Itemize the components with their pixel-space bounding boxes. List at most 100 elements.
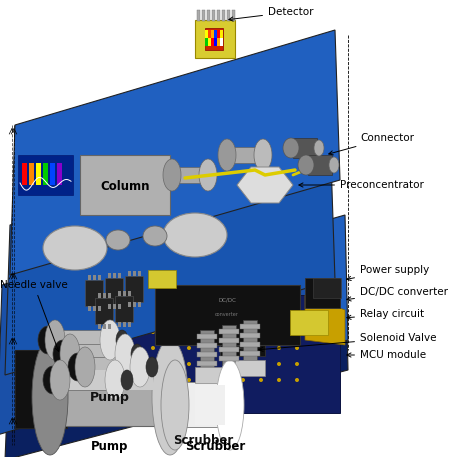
Bar (123, 322, 126, 327)
Ellipse shape (223, 298, 227, 302)
Ellipse shape (100, 320, 120, 360)
Ellipse shape (146, 357, 158, 377)
Text: Pump: Pump (90, 392, 130, 404)
Bar (195, 385, 225, 425)
Ellipse shape (205, 362, 209, 366)
Ellipse shape (105, 360, 125, 400)
Bar (128, 291, 131, 296)
Text: Scrubber: Scrubber (185, 440, 245, 453)
Bar (98, 306, 101, 311)
Bar (219, 356, 239, 361)
Bar (197, 10, 200, 21)
Ellipse shape (151, 362, 155, 366)
Bar (93, 306, 96, 311)
Bar (68, 370, 153, 390)
Ellipse shape (241, 314, 245, 318)
Ellipse shape (223, 330, 227, 334)
Ellipse shape (169, 346, 173, 350)
Bar (133, 271, 136, 276)
Text: converter: converter (215, 313, 239, 318)
Ellipse shape (259, 346, 263, 350)
Ellipse shape (277, 362, 281, 366)
Bar (214, 38, 217, 46)
Bar (220, 30, 223, 38)
Ellipse shape (241, 378, 245, 382)
Bar (95, 298, 113, 324)
Bar (108, 324, 111, 329)
Bar (29, 163, 34, 185)
Ellipse shape (259, 362, 263, 366)
Bar (108, 293, 111, 298)
Ellipse shape (38, 326, 58, 354)
Text: Needle valve: Needle valve (0, 280, 68, 351)
Ellipse shape (131, 344, 143, 364)
Bar (197, 334, 217, 339)
Ellipse shape (115, 334, 135, 374)
Ellipse shape (187, 346, 191, 350)
Ellipse shape (277, 346, 281, 350)
Text: Detector: Detector (229, 7, 314, 21)
Polygon shape (0, 190, 327, 435)
Ellipse shape (295, 346, 299, 350)
Ellipse shape (205, 314, 209, 318)
Bar (195, 367, 225, 383)
Ellipse shape (169, 378, 173, 382)
Ellipse shape (205, 378, 209, 382)
Bar (207, 10, 210, 21)
Ellipse shape (169, 298, 173, 302)
Bar (113, 304, 116, 309)
Bar (205, 38, 208, 46)
Ellipse shape (223, 378, 227, 382)
Bar (36, 163, 41, 185)
Ellipse shape (295, 330, 299, 334)
Ellipse shape (50, 360, 70, 400)
Polygon shape (5, 215, 348, 430)
Ellipse shape (152, 339, 188, 455)
Ellipse shape (259, 298, 263, 302)
Ellipse shape (277, 330, 281, 334)
Ellipse shape (205, 298, 209, 302)
Ellipse shape (329, 157, 339, 173)
Bar (202, 10, 205, 21)
Bar (85, 357, 140, 377)
Ellipse shape (151, 298, 155, 302)
Text: Relay circuit: Relay circuit (347, 309, 424, 319)
Bar (290, 310, 328, 335)
Ellipse shape (130, 347, 150, 387)
Ellipse shape (241, 298, 245, 302)
Ellipse shape (133, 378, 137, 382)
Ellipse shape (187, 298, 191, 302)
Bar (243, 320, 257, 360)
Bar (240, 351, 260, 356)
Bar (70, 344, 125, 364)
Ellipse shape (187, 330, 191, 334)
Bar (128, 271, 131, 276)
Ellipse shape (254, 139, 272, 171)
Text: Pump: Pump (91, 440, 129, 453)
Bar (222, 10, 225, 21)
Bar (240, 324, 260, 329)
Text: Scrubber: Scrubber (173, 434, 233, 446)
Bar (197, 352, 217, 357)
Ellipse shape (187, 362, 191, 366)
Ellipse shape (259, 314, 263, 318)
Bar (172, 167, 208, 183)
Bar (308, 155, 332, 175)
Bar (60, 370, 115, 390)
Bar (217, 30, 220, 38)
Ellipse shape (163, 159, 181, 191)
Bar (227, 147, 263, 163)
Bar (15, 350, 67, 428)
Ellipse shape (169, 314, 173, 318)
Ellipse shape (295, 378, 299, 382)
Text: Power supply: Power supply (347, 265, 429, 281)
Ellipse shape (133, 298, 137, 302)
Bar (205, 28, 223, 50)
Bar (123, 291, 126, 296)
Ellipse shape (277, 298, 281, 302)
Bar (195, 20, 235, 58)
Bar (138, 271, 141, 276)
Bar (18, 155, 73, 195)
Text: DC/DC: DC/DC (218, 298, 236, 303)
Bar (125, 276, 143, 302)
